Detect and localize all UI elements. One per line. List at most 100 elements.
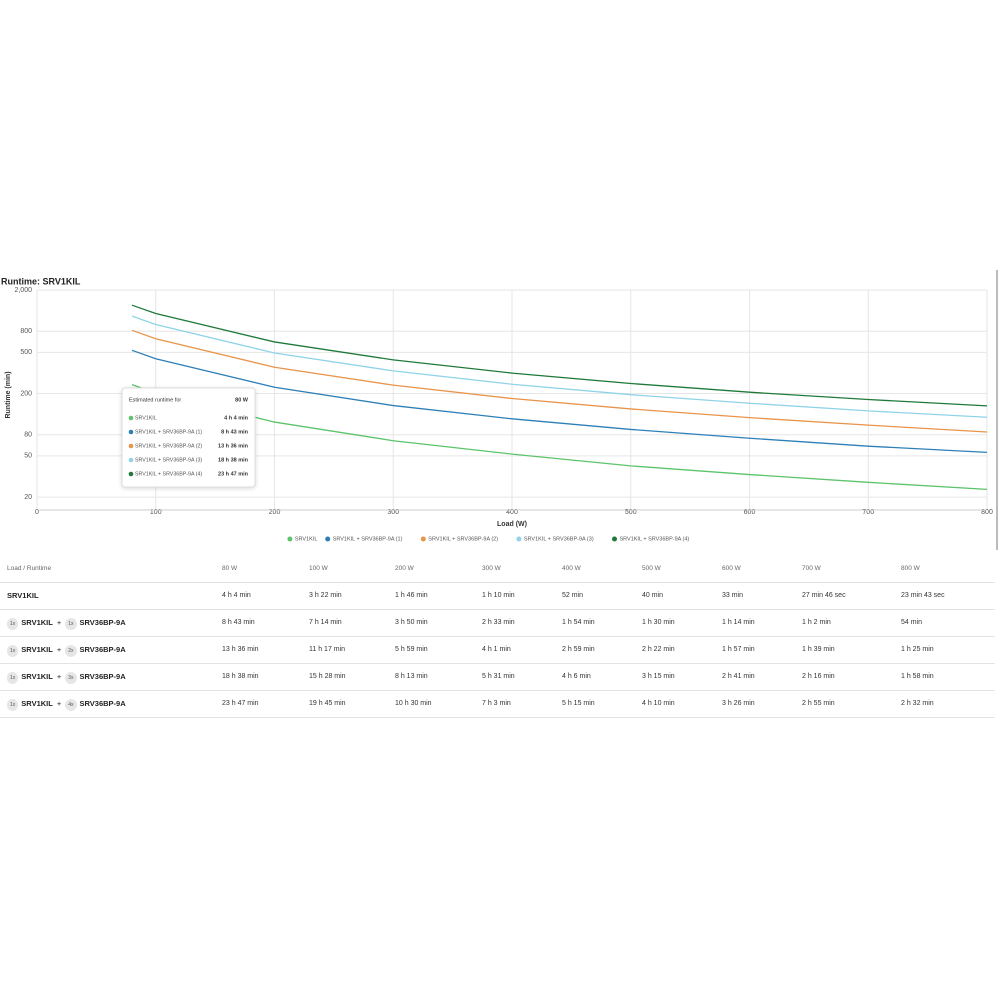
tooltip-marker bbox=[128, 471, 134, 477]
runtime-cell: 1 h 57 min bbox=[722, 646, 755, 653]
series-line bbox=[131, 383, 988, 491]
x-tick-label: 600 bbox=[744, 509, 756, 516]
tooltip-series: SRV1KIL + SRV36BP-9A (2) bbox=[135, 443, 202, 449]
column-header: 600 W bbox=[722, 565, 741, 572]
runtime-cell: 2 h 55 min bbox=[802, 700, 835, 707]
runtime-cell: 40 min bbox=[642, 592, 664, 599]
runtime-cell: 1 h 58 min bbox=[901, 673, 934, 680]
column-header: 400 W bbox=[562, 565, 581, 572]
product-name: SRV36BP-9A bbox=[79, 645, 126, 654]
runtime-cell: 52 min bbox=[562, 592, 584, 599]
runtime-cell: 15 h 28 min bbox=[309, 673, 346, 680]
quantity-badge: 4x bbox=[65, 699, 77, 711]
runtime-cell: 8 h 13 min bbox=[395, 673, 428, 680]
runtime-cell: 23 min 43 sec bbox=[901, 592, 945, 599]
column-header: 80 W bbox=[222, 565, 238, 572]
row-divider bbox=[0, 690, 995, 691]
runtime-cell: 2 h 33 min bbox=[482, 619, 515, 626]
quantity-badge: 3x bbox=[65, 672, 77, 684]
runtime-cell: 1 h 54 min bbox=[562, 619, 595, 626]
tooltip-value: 4 h 4 min bbox=[224, 415, 248, 421]
y-tick-label: 800 bbox=[20, 328, 32, 335]
runtime-cell: 1 h 39 min bbox=[802, 646, 835, 653]
runtime-cell: 1 h 25 min bbox=[901, 646, 934, 653]
quantity-badge: 1x bbox=[7, 672, 19, 684]
runtime-cell: 33 min bbox=[722, 592, 744, 599]
runtime-cell: 7 h 14 min bbox=[309, 619, 342, 626]
tooltip-load: 80 W bbox=[235, 397, 249, 403]
product-name: SRV1KIL bbox=[21, 672, 53, 681]
product-name: SRV36BP-9A bbox=[79, 699, 126, 708]
x-tick-label: 500 bbox=[625, 509, 637, 516]
y-tick-label: 80 bbox=[24, 432, 32, 439]
runtime-cell: 4 h 1 min bbox=[482, 646, 511, 653]
runtime-cell: 8 h 43 min bbox=[222, 619, 255, 626]
x-tick-label: 100 bbox=[150, 509, 162, 516]
column-header: 700 W bbox=[802, 565, 821, 572]
runtime-cell: 7 h 3 min bbox=[482, 700, 511, 707]
runtime-cell: 2 h 22 min bbox=[642, 646, 675, 653]
runtime-cell: 5 h 15 min bbox=[562, 700, 595, 707]
runtime-cell: 5 h 31 min bbox=[482, 673, 515, 680]
product-name: + bbox=[56, 699, 62, 708]
tooltip-series: SRV1KIL + SRV36BP-9A (3) bbox=[135, 457, 202, 463]
tooltip-value: 23 h 47 min bbox=[218, 471, 249, 477]
product-name: + bbox=[56, 645, 62, 654]
product-name: SRV1KIL bbox=[21, 645, 53, 654]
y-tick-label: 50 bbox=[24, 453, 32, 460]
row-label: 1x SRV1KIL +3x SRV36BP-9A bbox=[7, 672, 130, 684]
runtime-cell: 2 h 32 min bbox=[901, 700, 934, 707]
tooltip-series: SRV1KIL bbox=[135, 415, 157, 421]
runtime-cell: 54 min bbox=[901, 619, 923, 626]
runtime-cell: 3 h 50 min bbox=[395, 619, 428, 626]
runtime-cell: 1 h 14 min bbox=[722, 619, 755, 626]
runtime-cell: 2 h 41 min bbox=[722, 673, 755, 680]
tooltip-box bbox=[121, 387, 256, 488]
row-label: 1x SRV1KIL +2x SRV36BP-9A bbox=[7, 645, 130, 657]
runtime-cell: 2 h 59 min bbox=[562, 646, 595, 653]
runtime-cell: 1 h 46 min bbox=[395, 592, 428, 599]
tooltip-value: 8 h 43 min bbox=[221, 429, 249, 435]
product-name: SRV36BP-9A bbox=[79, 618, 126, 627]
tooltip-value: 18 h 38 min bbox=[218, 457, 249, 463]
column-header: 100 W bbox=[309, 565, 328, 572]
legend-label: SRV1KIL + SRV36BP-9A (4) bbox=[620, 536, 690, 542]
quantity-badge: 1x bbox=[65, 618, 77, 630]
runtime-cell: 1 h 10 min bbox=[482, 592, 515, 599]
quantity-badge: 1x bbox=[7, 618, 19, 630]
legend-label: SRV1KIL + SRV36BP-9A (2) bbox=[428, 536, 498, 542]
column-header: 800 W bbox=[901, 565, 920, 572]
series-line bbox=[131, 329, 988, 433]
runtime-cell: 23 h 47 min bbox=[222, 700, 259, 707]
x-axis-label: Load (W) bbox=[497, 521, 527, 528]
legend-label: SRV1KIL + SRV36BP-9A (3) bbox=[524, 536, 594, 542]
runtime-cell: 27 min 46 sec bbox=[802, 592, 846, 599]
legend-marker bbox=[287, 536, 293, 542]
row-divider bbox=[0, 609, 995, 610]
row-divider bbox=[0, 582, 995, 583]
tooltip-series: SRV1KIL + SRV36BP-9A (4) bbox=[135, 471, 202, 477]
quantity-badge: 1x bbox=[7, 645, 19, 657]
legend-label: SRV1KIL + SRV36BP-9A (1) bbox=[333, 536, 403, 542]
runtime-cell: 3 h 22 min bbox=[309, 592, 342, 599]
legend-marker bbox=[516, 536, 522, 542]
tooltip-marker bbox=[128, 429, 134, 435]
product-name: + bbox=[56, 672, 62, 681]
row-divider bbox=[0, 717, 995, 718]
column-header: 200 W bbox=[395, 565, 414, 572]
y-tick-label: 20 bbox=[24, 494, 32, 501]
row-label: 1x SRV1KIL +4x SRV36BP-9A bbox=[7, 699, 130, 711]
column-header: 300 W bbox=[482, 565, 501, 572]
runtime-cell: 3 h 26 min bbox=[722, 700, 755, 707]
runtime-cell: 13 h 36 min bbox=[222, 646, 259, 653]
legend-marker bbox=[612, 536, 617, 542]
runtime-cell: 5 h 59 min bbox=[395, 646, 428, 653]
y-tick-label: 200 bbox=[20, 390, 32, 397]
quantity-badge: 1x bbox=[7, 699, 19, 711]
tooltip-marker bbox=[128, 443, 134, 449]
legend-marker bbox=[325, 536, 331, 542]
product-name: SRV1KIL bbox=[21, 618, 53, 627]
tooltip-series: SRV1KIL + SRV36BP-9A (1) bbox=[135, 429, 202, 435]
x-tick-label: 400 bbox=[506, 509, 518, 516]
